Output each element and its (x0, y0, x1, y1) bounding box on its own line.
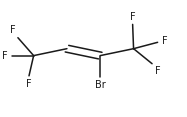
Text: F: F (162, 36, 168, 46)
Text: Br: Br (95, 80, 106, 90)
Text: F: F (26, 79, 31, 89)
Text: F: F (10, 25, 16, 35)
Text: F: F (2, 51, 8, 61)
Text: F: F (155, 66, 160, 76)
Text: F: F (130, 11, 135, 22)
